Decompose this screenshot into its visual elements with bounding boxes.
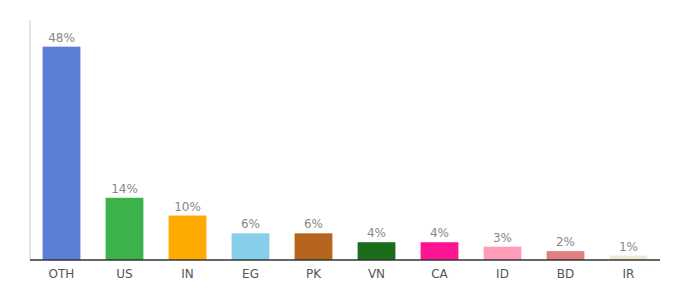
data-label: 6% <box>304 217 323 231</box>
data-label: 48% <box>48 31 75 45</box>
bar <box>358 242 396 260</box>
bar <box>43 47 81 260</box>
bar <box>295 233 333 260</box>
data-label: 4% <box>367 226 386 240</box>
bar <box>484 247 522 260</box>
x-tick-label: BD <box>557 267 574 281</box>
bar <box>106 198 144 260</box>
x-tick-label: US <box>116 267 132 281</box>
data-label: 2% <box>556 235 575 249</box>
x-tick-label: OTH <box>49 267 75 281</box>
x-tick-label: ID <box>496 267 509 281</box>
chart-container: OTH US IN EG PK VN CA ID BD IR 48% 14% 10% 6% 6% 4% 4% 3%… <box>0 0 680 300</box>
bar <box>547 251 585 260</box>
chart: OTH US IN EG PK VN CA ID BD IR 48% 14% 10% 6% 6% 4% 4% 3%… <box>0 0 680 300</box>
x-tick-label: CA <box>431 267 448 281</box>
y-axis-line <box>30 20 31 260</box>
bar <box>232 233 270 260</box>
bar <box>169 216 207 260</box>
x-tick-label: PK <box>306 267 322 281</box>
x-tick-label: IR <box>623 267 635 281</box>
x-tick-label: EG <box>242 267 259 281</box>
data-label: 3% <box>493 231 512 245</box>
bar <box>421 242 459 260</box>
data-label: 14% <box>111 182 138 196</box>
data-label: 4% <box>430 226 449 240</box>
bars <box>43 47 648 260</box>
x-axis-line <box>30 259 660 261</box>
data-label: 6% <box>241 217 260 231</box>
x-tick-label: VN <box>368 267 385 281</box>
x-tick-label: IN <box>181 267 194 281</box>
data-label: 1% <box>619 240 638 254</box>
data-label: 10% <box>174 200 201 214</box>
